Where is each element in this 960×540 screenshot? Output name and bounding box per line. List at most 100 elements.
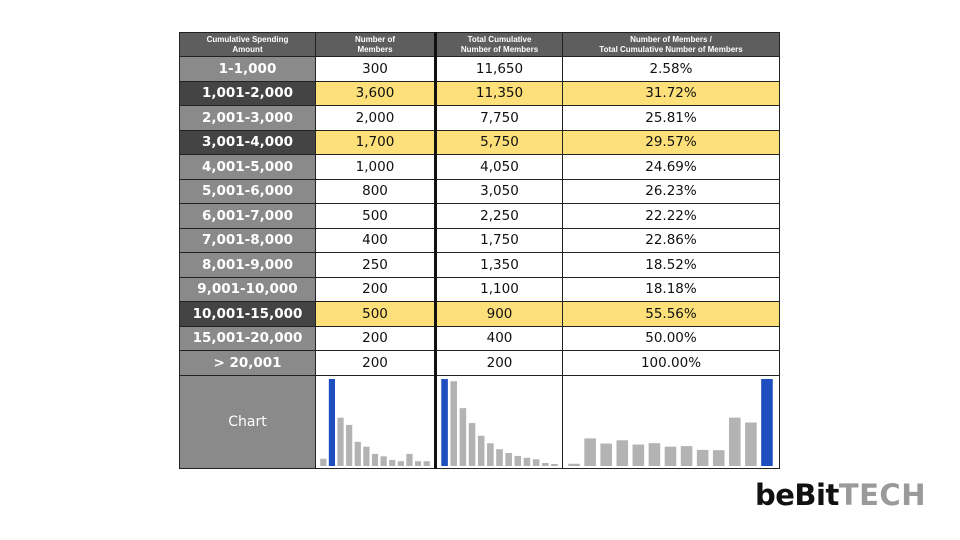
row-ratio-value: 50.00% xyxy=(562,325,780,351)
chart-bar xyxy=(337,417,344,466)
table-row: 5,001-6,000 800 3,050 26.23% xyxy=(179,178,780,204)
members-chart-cell xyxy=(315,374,437,469)
table-row: 15,001-20,000 200 400 50.00% xyxy=(179,325,780,351)
chart-bar xyxy=(514,455,522,466)
chart-bar xyxy=(551,463,558,466)
chart-bar xyxy=(696,449,709,466)
row-members-value: 200 xyxy=(315,325,437,351)
header-ratio: Number of Members / Total Cumulative Num… xyxy=(562,32,780,57)
row-range-label: 4,001-5,000 xyxy=(179,154,316,180)
chart-bar xyxy=(423,460,430,466)
chart-bar xyxy=(600,443,612,466)
table-row: 3,001-4,000 1,700 5,750 29.57% xyxy=(179,129,780,155)
chart-bar xyxy=(414,460,422,466)
row-ratio-value: 22.86% xyxy=(562,227,780,253)
logo-part-tech: TECH xyxy=(838,478,926,512)
total-chart-cell xyxy=(435,374,563,469)
row-ratio-value: 29.57% xyxy=(562,129,780,155)
table-row: > 20,001 200 200 100.00% xyxy=(179,350,780,376)
row-total-value: 11,350 xyxy=(435,80,563,106)
row-members-value: 1,000 xyxy=(315,154,437,180)
chart-bar xyxy=(523,457,531,466)
row-range-label: 1-1,000 xyxy=(179,56,316,82)
row-total-value: 7,750 xyxy=(435,105,563,131)
row-total-value: 400 xyxy=(435,325,563,351)
table-row: 7,001-8,000 400 1,750 22.86% xyxy=(179,227,780,253)
chart-bar xyxy=(496,448,503,466)
row-total-value: 3,050 xyxy=(435,178,563,204)
row-members-value: 800 xyxy=(315,178,437,204)
row-ratio-value: 24.69% xyxy=(562,154,780,180)
row-members-value: 500 xyxy=(315,301,437,327)
ratio-chart-cell xyxy=(562,374,780,469)
row-total-value: 5,750 xyxy=(435,129,563,155)
chart-bar xyxy=(745,422,757,466)
row-members-value: 400 xyxy=(315,227,437,253)
chart-bar xyxy=(616,439,629,466)
header-row: Cumulative Spending Amount Number of Mem… xyxy=(179,32,780,57)
chart-bar xyxy=(680,445,693,466)
row-members-value: 250 xyxy=(315,252,437,278)
row-total-value: 1,350 xyxy=(435,252,563,278)
row-ratio-value: 100.00% xyxy=(562,350,780,376)
row-members-value: 200 xyxy=(315,350,437,376)
row-total-value: 1,100 xyxy=(435,276,563,302)
chart-bar xyxy=(354,441,361,466)
table-row: 10,001-15,000 500 900 55.56% xyxy=(179,301,780,327)
row-range-label: 10,001-15,000 xyxy=(179,301,316,327)
table-row: 1-1,000 300 11,650 2.58% xyxy=(179,56,780,82)
row-range-label: 2,001-3,000 xyxy=(179,105,316,131)
row-range-label: 15,001-20,000 xyxy=(179,325,316,351)
chart-bar xyxy=(468,422,476,466)
chart-bar xyxy=(320,458,327,466)
chart-bar xyxy=(397,460,404,466)
chart-bar xyxy=(450,380,458,466)
chart-row-label: Chart xyxy=(179,374,316,469)
row-ratio-value: 31.72% xyxy=(562,80,780,106)
table-row: 6,001-7,000 500 2,250 22.22% xyxy=(179,203,780,229)
chart-bar xyxy=(648,442,661,466)
row-range-label: 5,001-6,000 xyxy=(179,178,316,204)
chart-bar xyxy=(712,449,725,466)
row-ratio-value: 18.18% xyxy=(562,276,780,302)
chart-bar xyxy=(632,444,645,466)
row-total-value: 1,750 xyxy=(435,227,563,253)
ratio-bar-chart xyxy=(568,378,773,466)
row-range-label: > 20,001 xyxy=(179,350,316,376)
row-ratio-value: 18.52% xyxy=(562,252,780,278)
row-ratio-value: 26.23% xyxy=(562,178,780,204)
table-row: 8,001-9,000 250 1,350 18.52% xyxy=(179,252,780,278)
row-members-value: 500 xyxy=(315,203,437,229)
chart-bar xyxy=(371,453,379,466)
row-total-value: 200 xyxy=(435,350,563,376)
row-ratio-value: 2.58% xyxy=(562,56,780,82)
chart-row: Chart xyxy=(179,374,780,469)
table-row: 4,001-5,000 1,000 4,050 24.69% xyxy=(179,154,780,180)
bebit-tech-logo: beBitTECH xyxy=(755,478,926,512)
chart-bar xyxy=(406,453,413,466)
row-range-label: 3,001-4,000 xyxy=(179,129,316,155)
row-ratio-value: 25.81% xyxy=(562,105,780,131)
table-row: 9,001-10,000 200 1,100 18.18% xyxy=(179,276,780,302)
chart-bar xyxy=(328,378,336,466)
row-range-label: 6,001-7,000 xyxy=(179,203,316,229)
row-range-label: 9,001-10,000 xyxy=(179,276,316,302)
members-bar-chart xyxy=(320,378,430,466)
row-ratio-value: 22.22% xyxy=(562,203,780,229)
row-members-value: 200 xyxy=(315,276,437,302)
row-ratio-value: 55.56% xyxy=(562,301,780,327)
chart-bar xyxy=(541,462,549,466)
row-members-value: 3,600 xyxy=(315,80,437,106)
row-total-value: 900 xyxy=(435,301,563,327)
row-total-value: 11,650 xyxy=(435,56,563,82)
row-range-label: 8,001-9,000 xyxy=(179,252,316,278)
chart-bar xyxy=(505,452,512,466)
chart-bar xyxy=(477,435,485,466)
header-number-of-members: Number of Members xyxy=(315,32,437,57)
chart-bar xyxy=(380,455,387,466)
row-range-label: 7,001-8,000 xyxy=(179,227,316,253)
chart-bar xyxy=(441,378,448,466)
chart-bar xyxy=(664,446,677,466)
total-bar-chart xyxy=(441,378,558,466)
chart-bar xyxy=(584,437,596,466)
